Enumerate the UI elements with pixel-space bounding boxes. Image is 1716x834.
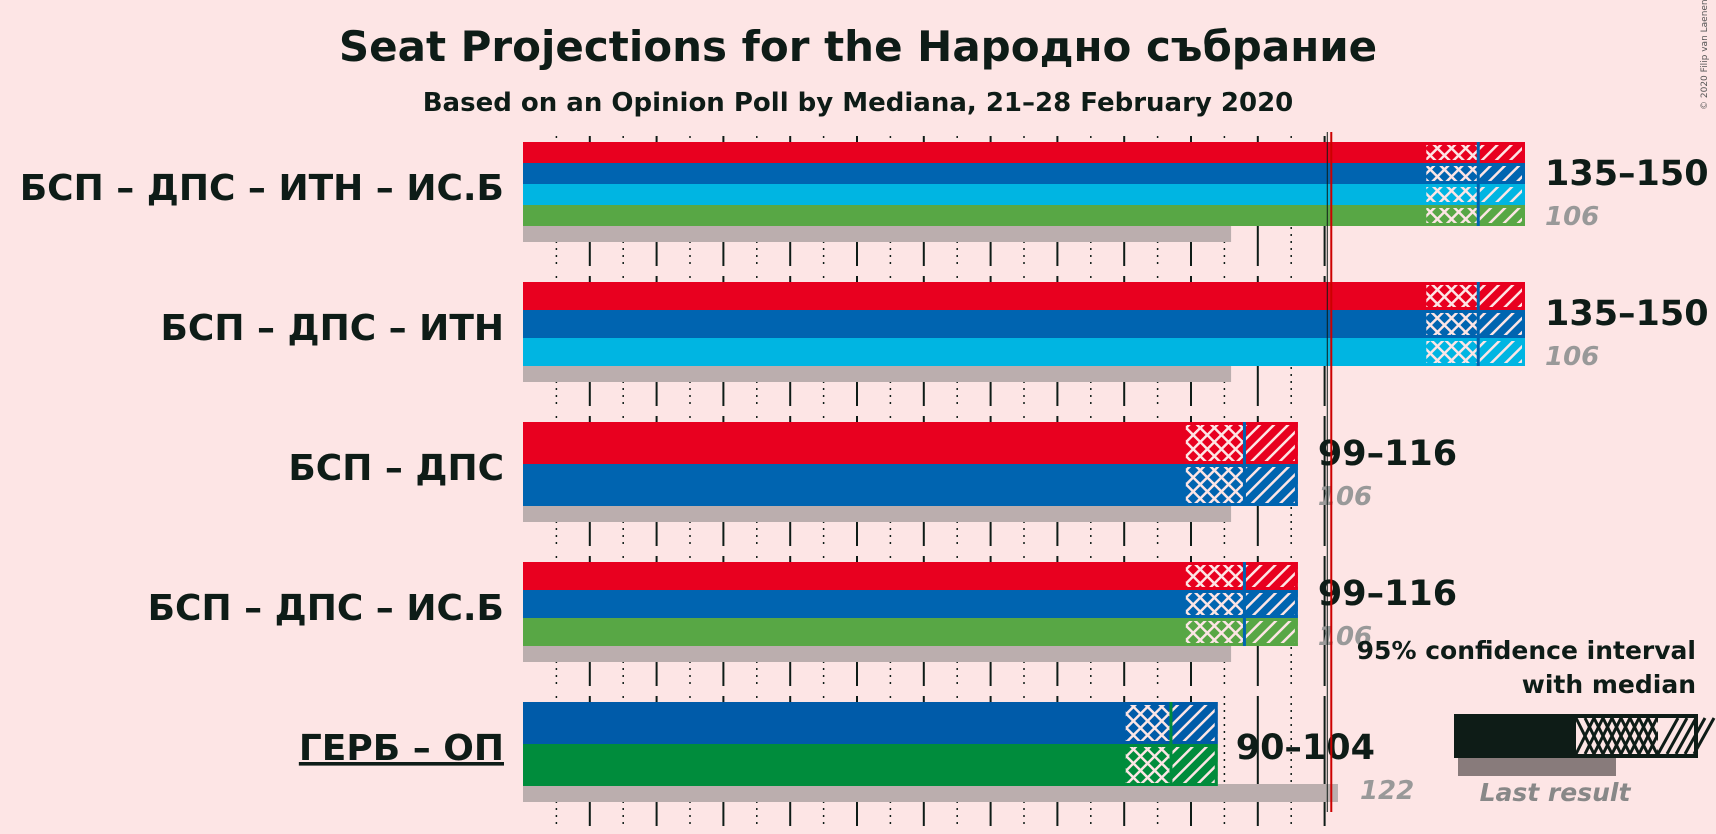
legend-graphic <box>1454 714 1716 776</box>
projection-solid-bar <box>523 142 1425 226</box>
projection-solid-bar <box>523 562 1185 646</box>
party-label: БСП – ДПС – ИС.Б <box>148 588 504 629</box>
legend-cross-line <box>1619 717 1641 755</box>
plot-area: БСП – ДПС – ИТН – ИС.Б 135–150 106 БСП – ДП… <box>20 132 1709 826</box>
legend-diag-line <box>1656 717 1680 755</box>
legend-cross-line <box>1574 717 1596 755</box>
legend-cross-line <box>1601 717 1623 755</box>
ci-outline <box>1423 282 1526 310</box>
legend-cross-line <box>1583 717 1605 755</box>
ci-upper-hatch <box>1478 282 1525 366</box>
range-label: 99–116 <box>1318 434 1457 474</box>
legend-last-result-label: Last result <box>1479 778 1631 807</box>
ci-outline <box>1182 464 1298 506</box>
ci-lower-crosshatch <box>1184 562 1245 646</box>
projection-solid-bar <box>523 702 1125 786</box>
range-label: 135–150 <box>1545 154 1709 194</box>
legend-last-result-bar <box>1458 758 1616 776</box>
last-result-bar <box>523 504 1232 522</box>
range-label: 99–116 <box>1318 574 1457 614</box>
ci-outline <box>1423 310 1526 338</box>
ci-outline <box>1423 142 1526 163</box>
last-result-bar <box>523 644 1232 662</box>
last-result-label: 122 <box>1360 776 1414 806</box>
party-label: БСП – ДПС – ИТН – ИС.Б <box>20 168 504 209</box>
last-result-label: 106 <box>1318 482 1372 512</box>
last-result-label: 106 <box>1545 202 1599 232</box>
ci-outline <box>1182 562 1298 590</box>
last-result-bar <box>523 364 1232 382</box>
ci-outline <box>1423 184 1526 205</box>
ci-lower-crosshatch <box>1424 282 1479 366</box>
legend-diag-line <box>1665 717 1689 755</box>
projection-solid-bar <box>523 422 1185 506</box>
ci-upper-hatch <box>1244 562 1298 646</box>
ci-outline <box>1423 205 1526 226</box>
ci-outline <box>1423 338 1526 366</box>
projection-solid-bar <box>523 282 1425 366</box>
range-label: 90–104 <box>1236 728 1375 768</box>
legend-outline <box>1454 714 1698 758</box>
party-label: БСП – ДПС <box>288 448 504 489</box>
ci-outline <box>1423 163 1526 184</box>
legend-cross-line <box>1592 717 1614 755</box>
party-label: БСП – ДПС – ИТН <box>160 308 504 349</box>
legend-title-line1: 95% confidence interval <box>1356 636 1696 665</box>
legend-cross-line <box>1628 717 1650 755</box>
legend-diag-line <box>1674 717 1698 755</box>
last-result-bar <box>523 224 1232 242</box>
range-label: 135–150 <box>1545 294 1709 334</box>
chart-subtitle: Based on an Opinion Poll by Mediana, 21–… <box>422 88 1294 118</box>
party-label: ГЕРБ – ОП <box>299 728 504 769</box>
legend-title-line2: with median <box>1521 670 1696 699</box>
ci-outline <box>1182 422 1298 464</box>
ci-outline <box>1182 618 1298 646</box>
chart-title: Seat Projections for the Народно събрани… <box>338 22 1378 71</box>
last-result-bar <box>523 784 1338 802</box>
legend-cross-line <box>1610 717 1632 755</box>
legend-cross-line <box>1637 717 1659 755</box>
ci-outline <box>1182 590 1298 618</box>
last-result-label: 106 <box>1545 342 1599 372</box>
